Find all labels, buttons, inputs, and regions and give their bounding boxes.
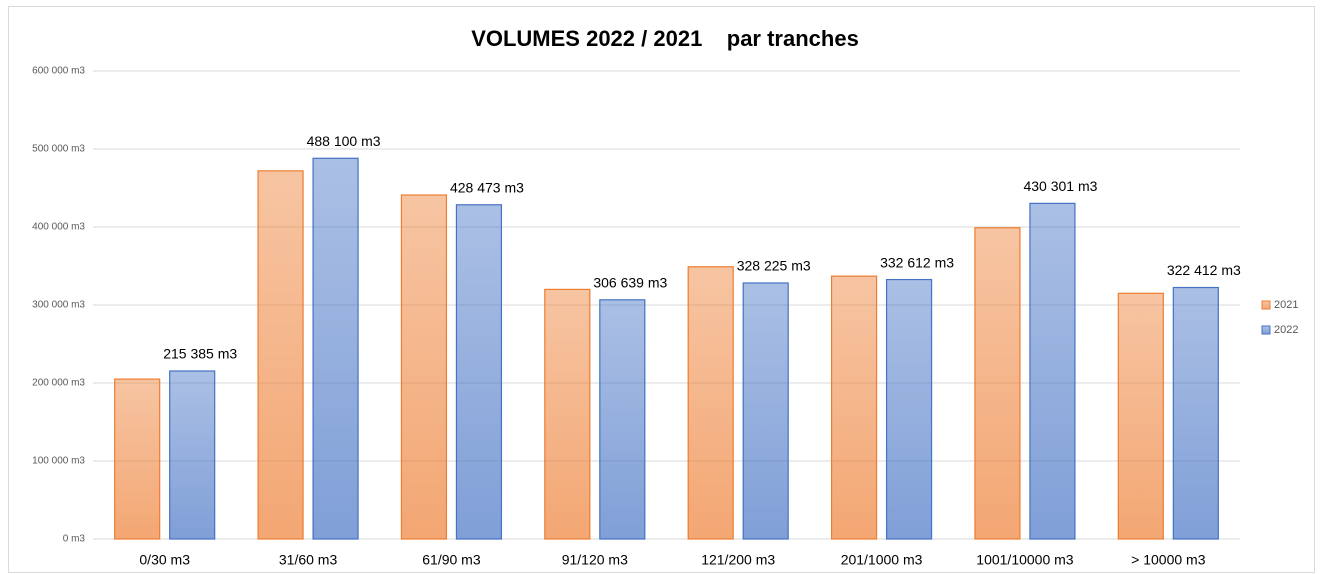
bar: [1029, 202, 1076, 540]
y-tick-label: 500 000 m3: [32, 144, 85, 155]
legend-swatch: [1261, 325, 1271, 335]
x-tick-label: 61/90 m3: [422, 552, 481, 568]
x-tick-label: 1001/10000 m3: [976, 552, 1074, 568]
x-tick-label: 91/120 m3: [562, 552, 628, 568]
data-label: 430 301 m3: [1023, 178, 1097, 194]
x-tick-label: > 10000 m3: [1131, 552, 1206, 568]
y-tick-label: 200 000 m3: [32, 378, 85, 389]
data-label: 215 385 m3: [163, 346, 237, 362]
bar: [1117, 292, 1164, 540]
bar: [169, 370, 216, 540]
bar: [400, 194, 448, 540]
y-tick-label: 300 000 m3: [32, 300, 85, 311]
bar: [312, 157, 359, 540]
y-tick-label: 600 000 m3: [32, 66, 85, 77]
data-label: 306 639 m3: [593, 275, 667, 291]
bar: [830, 275, 878, 540]
x-tick-label: 0/30 m3: [139, 552, 190, 568]
bar: [544, 288, 591, 540]
bar: [257, 170, 304, 540]
x-tick-label: 201/1000 m3: [841, 552, 923, 568]
data-label: 328 225 m3: [737, 258, 811, 274]
chart-title: VOLUMES 2022 / 2021 par tranches: [471, 26, 859, 51]
bar: [687, 266, 734, 540]
legend-label: 2021: [1274, 299, 1298, 311]
bar: [599, 299, 646, 540]
bar: [974, 227, 1021, 540]
y-tick-label: 100 000 m3: [32, 456, 85, 467]
data-label: 488 100 m3: [307, 133, 381, 149]
bar: [455, 204, 503, 540]
data-label: 332 612 m3: [880, 254, 954, 270]
x-tick-label: 31/60 m3: [279, 552, 338, 568]
y-tick-label: 0 m3: [63, 534, 86, 545]
data-label: 322 412 m3: [1167, 262, 1241, 278]
legend-swatch: [1261, 300, 1271, 310]
y-tick-label: 400 000 m3: [32, 222, 85, 233]
x-tick-label: 121/200 m3: [701, 552, 775, 568]
chart-frame: [8, 6, 1315, 573]
bar: [1172, 286, 1219, 540]
legend-label: 2022: [1274, 324, 1298, 336]
bar: [885, 278, 933, 540]
data-label: 428 473 m3: [450, 179, 524, 195]
bar: [742, 282, 789, 540]
bar: [114, 378, 161, 540]
